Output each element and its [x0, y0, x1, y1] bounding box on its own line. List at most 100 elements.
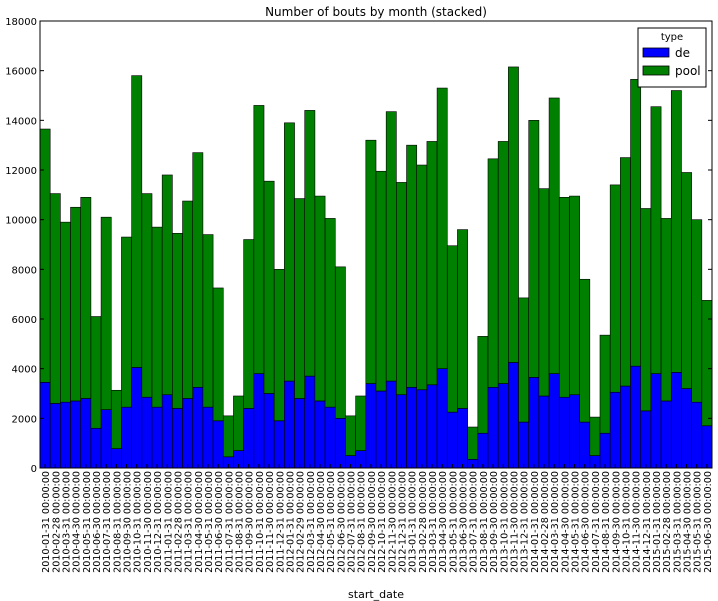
bar-de — [365, 383, 377, 469]
x-tick-label: 2011-07-31 00:00:00 — [224, 471, 235, 573]
legend-swatch-de — [642, 47, 670, 58]
bar-pool — [80, 197, 92, 399]
x-tick-label: 2010-08-31 00:00:00 — [112, 471, 123, 573]
bar-pool — [609, 184, 621, 393]
x-tick-label: 2014-02-28 00:00:00 — [540, 471, 551, 573]
x-tick-label: 2012-02-29 00:00:00 — [296, 471, 307, 573]
x-tick-label: 2013-01-31 00:00:00 — [408, 471, 419, 573]
bar-de — [497, 383, 509, 469]
y-tick-label: 8000 — [12, 265, 37, 276]
bar-de — [131, 367, 143, 469]
bar-de — [375, 390, 387, 469]
bar-de — [121, 406, 132, 469]
bar-pool — [273, 269, 285, 422]
bar-de — [80, 398, 92, 469]
x-tick-label: 2011-10-31 00:00:00 — [255, 471, 266, 573]
bar-de — [253, 373, 265, 469]
x-tick-label: 2012-12-31 00:00:00 — [397, 471, 408, 573]
y-tick-label: 12000 — [5, 166, 37, 177]
bar-pool — [630, 79, 642, 367]
x-tick-label: 2013-08-31 00:00:00 — [479, 471, 490, 573]
bar-de — [141, 396, 153, 469]
y-tick-label: 4000 — [12, 365, 37, 376]
bar-pool — [345, 415, 356, 456]
x-tick-label: 2010-10-31 00:00:00 — [133, 471, 144, 573]
bar-pool — [497, 141, 509, 384]
chart-title: Number of bouts by month (stacked) — [265, 5, 487, 19]
bar-de — [304, 375, 316, 469]
bar-de — [324, 406, 336, 469]
bar-pool — [263, 180, 275, 394]
bar-pool — [416, 164, 428, 391]
bar-pool — [284, 122, 295, 382]
bar-de — [538, 395, 550, 469]
x-tick-label: 2012-07-31 00:00:00 — [347, 471, 358, 573]
x-tick-label: 2014-11-30 00:00:00 — [632, 471, 643, 573]
plot-frame — [39, 20, 713, 469]
bar-pool — [538, 188, 550, 397]
x-tick-label: 2010-05-31 00:00:00 — [82, 471, 93, 573]
x-tick-label: 2014-09-30 00:00:00 — [611, 471, 622, 573]
x-tick-label: 2011-08-31 00:00:00 — [235, 471, 246, 573]
bar-pool — [131, 75, 143, 368]
legend-label-de: de — [675, 46, 690, 60]
bar-pool — [375, 170, 387, 392]
y-tick-label: 16000 — [5, 67, 37, 78]
bars — [39, 66, 713, 469]
bar-pool — [518, 297, 530, 423]
x-tick-label: 2014-08-31 00:00:00 — [601, 471, 612, 573]
x-tick-label: 2012-11-30 00:00:00 — [387, 471, 398, 573]
x-tick-label: 2013-06-30 00:00:00 — [459, 471, 470, 573]
x-tick-label: 2015-03-31 00:00:00 — [672, 471, 683, 573]
legend: type de pool — [637, 27, 707, 88]
bar-de — [385, 380, 397, 469]
y-tick-label: 10000 — [5, 216, 37, 227]
x-tick-label: 2011-03-31 00:00:00 — [184, 471, 195, 573]
legend-label-pool: pool — [675, 64, 701, 78]
x-tick-label: 2014-05-31 00:00:00 — [571, 471, 582, 573]
x-tick-label: 2015-02-28 00:00:00 — [662, 471, 673, 573]
bar-de — [243, 408, 255, 469]
bar-de — [416, 389, 428, 469]
bar-pool — [650, 106, 662, 374]
bar-de — [599, 432, 611, 469]
x-tick-label: 2011-02-28 00:00:00 — [173, 471, 184, 573]
x-tick-label: 2012-08-31 00:00:00 — [357, 471, 368, 573]
x-tick-label: 2011-11-30 00:00:00 — [265, 471, 276, 573]
x-tick-label: 2011-04-30 00:00:00 — [194, 471, 205, 573]
bar-pool — [334, 266, 346, 419]
x-tick-label: 2011-05-31 00:00:00 — [204, 471, 215, 573]
x-tick-label: 2014-12-31 00:00:00 — [642, 471, 653, 573]
x-tick-label: 2013-02-28 00:00:00 — [418, 471, 429, 573]
bar-de — [192, 386, 204, 469]
y-tick-label: 14000 — [5, 116, 37, 127]
bar-pool — [691, 219, 703, 403]
bar-pool — [39, 128, 51, 383]
bar-de — [487, 386, 499, 469]
bar-de — [334, 418, 346, 469]
y-axis: 0 2000 4000 6000 8000 10000 12000 14000 16000 180… — [5, 17, 712, 475]
bar-pool — [202, 234, 214, 408]
bar-de — [406, 386, 418, 469]
bar-de — [39, 382, 51, 469]
bar-pool — [660, 218, 672, 402]
bar-de — [436, 368, 448, 469]
bar-pool — [233, 395, 244, 451]
bar-pool — [558, 197, 570, 398]
x-tick-label: 2013-10-31 00:00:00 — [499, 471, 510, 573]
x-tick-label: 2013-09-30 00:00:00 — [489, 471, 500, 573]
x-tick-label: 2010-07-31 00:00:00 — [102, 471, 113, 573]
bar-pool — [599, 334, 611, 434]
y-tick-label: 2000 — [12, 414, 37, 425]
bar-pool — [253, 105, 265, 374]
x-tick-label: 2013-12-31 00:00:00 — [520, 471, 531, 573]
x-tick-label: 2012-10-31 00:00:00 — [377, 471, 388, 573]
x-tick-label: 2011-01-31 00:00:00 — [163, 471, 174, 573]
bar-pool — [406, 144, 418, 388]
x-tick-label: 2015-01-31 00:00:00 — [652, 471, 663, 573]
x-tick-label: 2010-06-30 00:00:00 — [92, 471, 103, 573]
y-tick-label: 18000 — [5, 17, 37, 28]
bar-pool — [100, 216, 112, 410]
bar-pool — [508, 66, 519, 363]
